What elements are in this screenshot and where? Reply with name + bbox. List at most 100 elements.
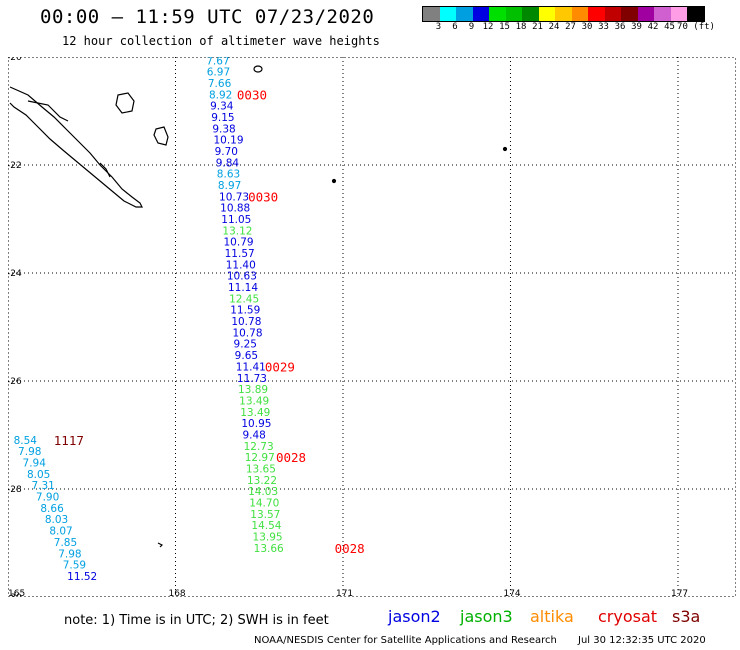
- latitude-label: -30: [8, 593, 22, 597]
- islet: [331, 178, 337, 184]
- wave-height-value: 7.67: [206, 57, 229, 67]
- wave-height-value: 8.05: [27, 469, 50, 481]
- color-scale-label: 70 (ft): [677, 22, 715, 32]
- legend-cryosat: cryosat: [598, 607, 658, 626]
- wave-height-value: 9.84: [216, 157, 240, 169]
- legend-jason2: jason2: [388, 607, 441, 626]
- wave-height-value: 13.12: [222, 225, 252, 237]
- color-scale-label: 30: [581, 22, 593, 32]
- legend-s3a: s3a: [672, 607, 701, 626]
- color-swatch: [489, 7, 506, 21]
- new-caledonia-island: [9, 86, 143, 208]
- color-swatch: [571, 7, 588, 21]
- footer-note: note: 1) Time is in UTC; 2) SWH is in fe…: [64, 613, 329, 628]
- wave-height-value: 13.66: [254, 543, 284, 555]
- color-swatch: [621, 7, 638, 21]
- color-scale-label: 6: [452, 22, 458, 32]
- latitude-label: -28: [8, 485, 22, 495]
- wave-height-value: 11.40: [226, 259, 256, 271]
- wave-height-value: 11.05: [221, 214, 251, 226]
- wave-height-value: 11.52: [67, 571, 97, 583]
- color-scale-label: 45: [664, 22, 675, 32]
- map-grid: [8, 57, 736, 597]
- wave-height-value: 7.59: [63, 560, 86, 572]
- wave-height-value: 8.97: [218, 180, 241, 192]
- wave-height-value: 13.95: [253, 532, 283, 544]
- map-subtitle: 12 hour collection of altimeter wave hei…: [62, 34, 380, 48]
- color-swatch: [456, 7, 473, 21]
- wave-height-value: 11.57: [225, 248, 255, 260]
- wave-height-value: 8.07: [49, 526, 72, 538]
- color-scale-label: 24: [548, 22, 560, 32]
- pass-time-label: 0028: [335, 541, 365, 556]
- longitude-label: 165: [8, 589, 25, 597]
- color-swatch: [555, 7, 572, 21]
- longitude-label: 177: [671, 589, 688, 597]
- credit-line: NOAA/NESDIS Center for Satellite Applica…: [254, 635, 557, 646]
- wave-height-value: 7.98: [18, 446, 41, 458]
- wave-height-value: 9.38: [212, 123, 235, 135]
- pass-time-label: 0028: [276, 450, 306, 465]
- wave-height-value: 6.97: [207, 67, 230, 79]
- color-swatch: [687, 7, 704, 21]
- islet: [253, 65, 263, 73]
- pass-time-label: 0030: [237, 87, 267, 102]
- wave-height-value: 7.31: [31, 480, 54, 492]
- color-scale-label: 12: [482, 22, 494, 32]
- wave-height-value: 10.88: [220, 203, 250, 215]
- legend-jason3: jason3: [460, 607, 513, 626]
- wave-height-value: 8.66: [40, 503, 64, 515]
- altimeter-tracks: 7.676.977.668.929.349.159.3810.199.709.8…: [14, 57, 284, 583]
- color-swatch: [439, 7, 456, 21]
- color-swatch: [670, 7, 687, 21]
- wave-height-value: 9.34: [210, 101, 234, 113]
- longitude-label: 174: [503, 589, 520, 597]
- color-scale-bar: [422, 6, 705, 22]
- wave-height-value: 10.63: [227, 271, 257, 283]
- islet: [157, 542, 164, 548]
- color-scale-label: 21: [532, 22, 543, 32]
- wave-height-value: 8.54: [14, 435, 38, 447]
- latitude-label: -26: [8, 377, 22, 387]
- color-scale-label: 42: [647, 22, 659, 32]
- color-swatch: [637, 7, 654, 21]
- wave-height-value: 11.41: [236, 361, 266, 373]
- map-title: 00:00 – 11:59 UTC 07/23/2020: [40, 6, 375, 28]
- wave-height-value: 8.63: [217, 169, 240, 181]
- color-scale-label: 15: [499, 22, 510, 32]
- wave-height-value: 7.85: [54, 537, 77, 549]
- color-scale-label: 36: [614, 22, 626, 32]
- color-scale-label: 27: [565, 22, 576, 32]
- coastline: [9, 65, 508, 548]
- generated-timestamp: Jul 30 12:32:35 UTC 2020: [578, 635, 706, 646]
- color-swatch: [538, 7, 555, 21]
- wave-height-value: 9.65: [235, 350, 258, 362]
- wave-height-value: 7.66: [208, 78, 232, 90]
- pass-time-label: 0029: [265, 359, 295, 374]
- color-swatch: [604, 7, 621, 21]
- map-border: [8, 57, 736, 597]
- wave-height-value: 13.89: [238, 384, 268, 396]
- wave-height-value: 7.94: [23, 458, 47, 470]
- color-scale-labels: 3 6 9 12 15 18 21 24 27 30 33 36 39 42 45 70 (ft): [0, 22, 740, 34]
- loyalty-island: [115, 92, 135, 114]
- wave-height-value: 13.49: [240, 407, 270, 419]
- axis-labels: 165 168 171 174 177 -20 -22 -24 -26 -28 -30: [8, 57, 688, 597]
- color-swatch: [654, 7, 671, 21]
- wave-height-value: 7.98: [58, 548, 81, 560]
- wave-height-value: 14.70: [249, 498, 279, 510]
- wave-height-value: 10.78: [231, 316, 261, 328]
- wave-height-value: 10.95: [241, 418, 271, 430]
- wave-height-value: 10.73: [219, 191, 249, 203]
- wave-height-value: 11.59: [230, 305, 260, 317]
- wave-height-value: 10.78: [232, 327, 262, 339]
- legend-altika: altika: [530, 607, 574, 626]
- longitude-label: 171: [336, 589, 353, 597]
- latitude-label: -20: [8, 57, 22, 63]
- wave-height-value: 12.73: [244, 441, 274, 453]
- wave-height-value: 13.49: [239, 395, 269, 407]
- color-scale-label: 18: [515, 22, 527, 32]
- latitude-label: -24: [8, 269, 22, 279]
- wave-height-value: 13.22: [247, 475, 277, 487]
- latitude-label: -22: [8, 161, 22, 171]
